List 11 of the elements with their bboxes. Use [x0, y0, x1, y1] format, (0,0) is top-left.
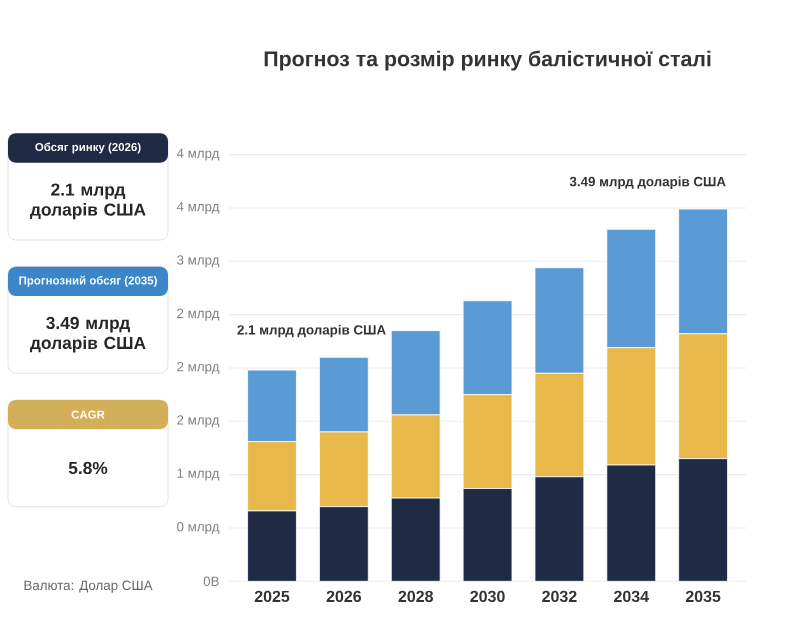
x-tick-label: 2035 [685, 590, 721, 603]
x-tick-label: 2025 [254, 590, 290, 603]
x-tick-label: 2028 [398, 590, 433, 603]
text: 5.8% [68, 461, 108, 475]
x-tick-label: 2026 [326, 590, 362, 603]
x-tick-label: 2032 [542, 590, 577, 603]
text: 2.1 млрд доларів США [30, 183, 146, 220]
text: 3.49 млрд доларів США [30, 316, 146, 353]
x-tick-label: 2030 [470, 590, 505, 603]
chart-title: Прогноз та розмір ринку балістичної сталі [264, 50, 711, 71]
x-tick-label: 2034 [614, 590, 649, 603]
